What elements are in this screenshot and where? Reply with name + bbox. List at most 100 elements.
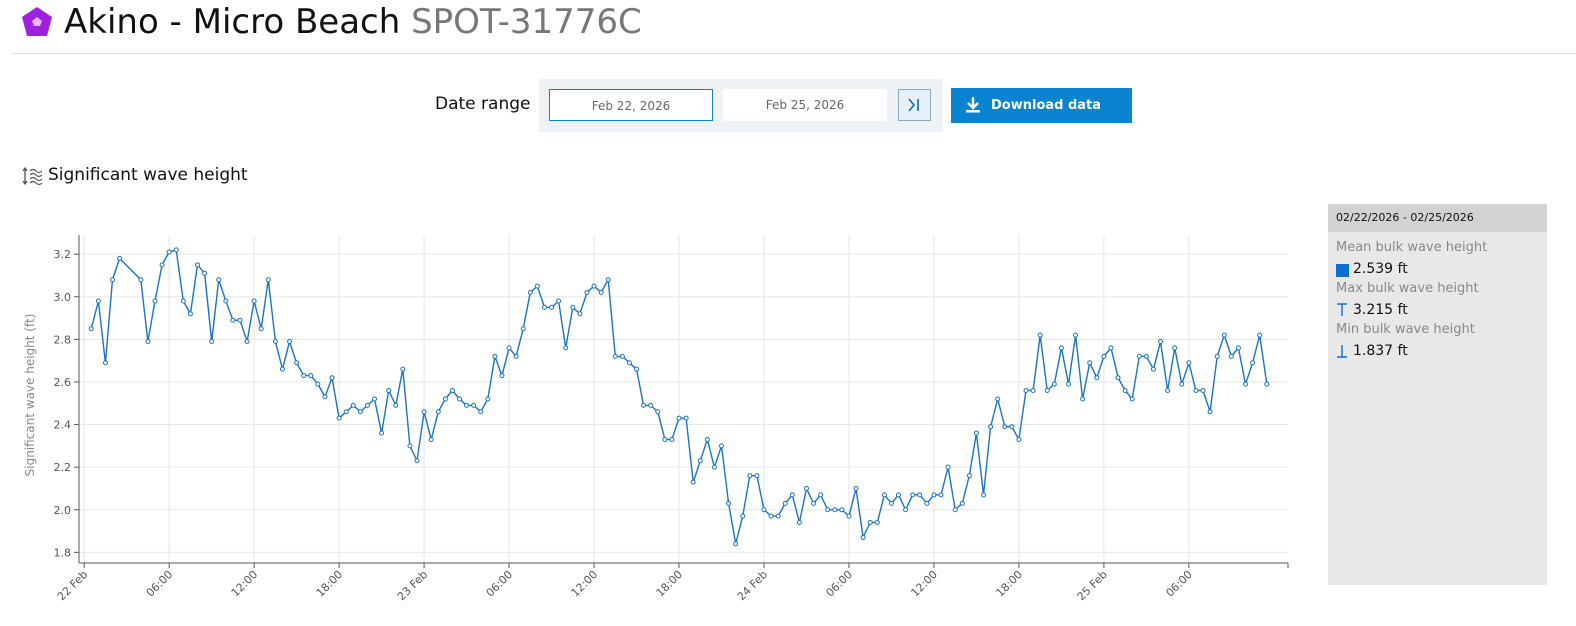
data-point bbox=[563, 345, 569, 351]
data-point bbox=[251, 298, 257, 304]
data-point bbox=[194, 262, 200, 268]
data-point bbox=[449, 387, 455, 393]
data-point bbox=[315, 381, 321, 387]
data-point bbox=[704, 436, 710, 442]
data-point bbox=[959, 500, 965, 506]
data-point bbox=[180, 298, 186, 304]
wave-icon bbox=[22, 166, 43, 186]
data-point bbox=[584, 290, 590, 296]
data-point bbox=[881, 492, 887, 498]
data-point bbox=[237, 317, 243, 323]
divider bbox=[12, 53, 1576, 54]
stat-label: Mean bulk wave height bbox=[1336, 240, 1488, 255]
data-point bbox=[1108, 345, 1114, 351]
data-point bbox=[357, 409, 363, 415]
data-point bbox=[294, 360, 300, 366]
y-axis-label: Significant wave height (ft) bbox=[23, 314, 37, 477]
data-point bbox=[1150, 366, 1156, 372]
data-point bbox=[1122, 387, 1128, 393]
data-point bbox=[1136, 353, 1142, 359]
data-point bbox=[386, 387, 392, 393]
data-point bbox=[1214, 353, 1220, 359]
y-tick-label: 3.0 bbox=[54, 291, 72, 304]
data-point bbox=[364, 402, 370, 408]
data-point bbox=[414, 458, 420, 464]
data-point bbox=[513, 353, 519, 359]
data-point bbox=[1158, 338, 1164, 344]
data-point bbox=[527, 290, 533, 296]
data-point bbox=[896, 492, 902, 498]
data-point bbox=[265, 277, 271, 283]
data-point bbox=[1080, 396, 1086, 402]
end-date[interactable]: Feb 25, 2026 bbox=[723, 89, 887, 121]
data-point bbox=[209, 338, 215, 344]
data-point bbox=[506, 345, 512, 351]
date-range-label: Date range bbox=[435, 94, 531, 114]
x-tick-label: 06:00 bbox=[823, 568, 855, 600]
y-tick-label: 3.2 bbox=[54, 248, 72, 261]
data-point bbox=[981, 492, 987, 498]
x-tick-label: 18:00 bbox=[314, 568, 346, 600]
data-point bbox=[839, 507, 845, 513]
spot-id: SPOT-31776C bbox=[411, 2, 642, 42]
data-point bbox=[1101, 353, 1107, 359]
data-point bbox=[796, 520, 802, 526]
data-point bbox=[570, 304, 576, 310]
y-tick-label: 2.8 bbox=[54, 333, 72, 346]
data-point bbox=[159, 262, 165, 268]
data-point bbox=[421, 409, 427, 415]
data-point bbox=[471, 402, 477, 408]
data-point bbox=[1228, 353, 1234, 359]
data-point bbox=[1030, 387, 1036, 393]
data-point bbox=[407, 443, 413, 449]
data-point bbox=[683, 415, 689, 421]
download-button[interactable]: Download data CSV bbox=[951, 88, 1132, 148]
data-point bbox=[499, 373, 505, 379]
start-date[interactable]: Feb 22, 2026 bbox=[549, 89, 713, 121]
x-tick-label: 18:00 bbox=[654, 568, 686, 600]
data-point bbox=[464, 402, 470, 408]
skip-icon bbox=[908, 98, 919, 112]
data-point bbox=[888, 500, 894, 506]
x-tick-label: 23 Feb bbox=[395, 568, 430, 603]
data-point bbox=[740, 513, 746, 519]
data-point bbox=[1264, 381, 1270, 387]
header: Akino - Micro Beach SPOT-31776C bbox=[64, 0, 642, 44]
data-point bbox=[903, 507, 909, 513]
data-point bbox=[733, 541, 739, 547]
data-point bbox=[973, 430, 979, 436]
data-point bbox=[379, 430, 385, 436]
data-point bbox=[117, 255, 123, 261]
data-point bbox=[110, 277, 116, 283]
data-point bbox=[187, 311, 193, 317]
data-point bbox=[279, 366, 285, 372]
data-point bbox=[860, 534, 866, 540]
x-tick-label: 12:00 bbox=[229, 568, 261, 600]
x-tick-label: 06:00 bbox=[1163, 568, 1195, 600]
x-tick-label: 06:00 bbox=[484, 568, 516, 600]
data-point bbox=[598, 290, 604, 296]
data-point bbox=[811, 500, 817, 506]
data-point bbox=[1037, 332, 1043, 338]
data-point bbox=[1094, 375, 1100, 381]
x-tick-label: 24 Feb bbox=[735, 568, 770, 603]
data-point bbox=[287, 338, 293, 344]
skip-to-end[interactable] bbox=[898, 89, 931, 121]
data-point bbox=[711, 464, 717, 470]
stat-value: 3.215 ft bbox=[1353, 302, 1408, 318]
spot-icon bbox=[22, 7, 52, 36]
data-point bbox=[634, 366, 640, 372]
stats-panel bbox=[1328, 204, 1547, 585]
data-point bbox=[747, 473, 753, 479]
data-point bbox=[1235, 345, 1241, 351]
x-tick-label: 25 Feb bbox=[1075, 568, 1110, 603]
data-point bbox=[1221, 332, 1227, 338]
data-point bbox=[1023, 387, 1029, 393]
data-point bbox=[754, 473, 760, 479]
data-point bbox=[216, 277, 222, 283]
data-point bbox=[272, 338, 278, 344]
data-point bbox=[1186, 360, 1192, 366]
data-point bbox=[478, 409, 484, 415]
data-point bbox=[910, 492, 916, 498]
data-point bbox=[534, 283, 540, 289]
